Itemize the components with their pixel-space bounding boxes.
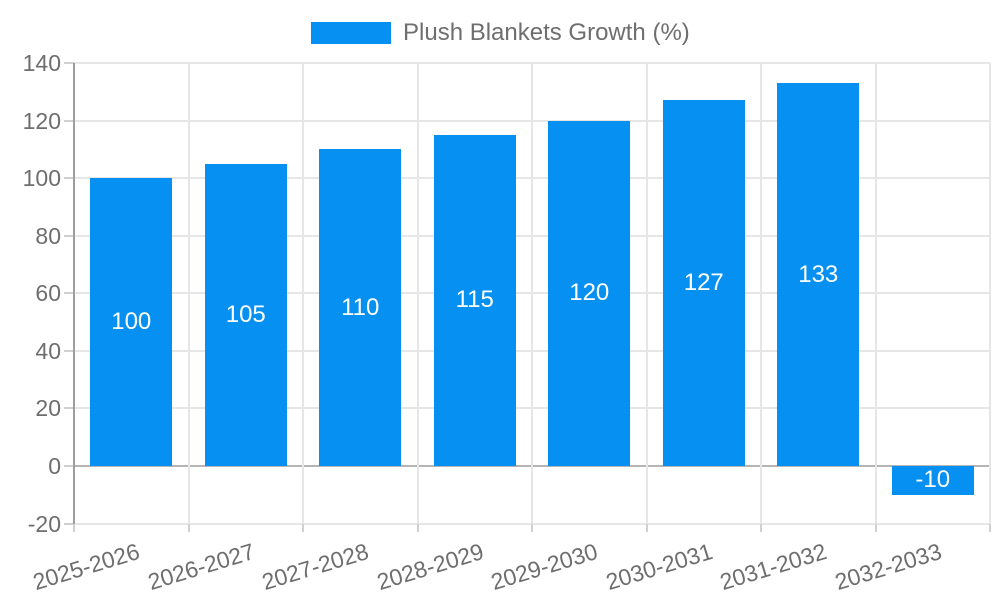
y-tick-mark (64, 349, 74, 352)
bar-value-label: 110 (341, 293, 380, 321)
y-tick-label: 120 (22, 107, 61, 134)
x-tick-mark (531, 523, 533, 532)
legend-label: Plush Blankets Growth (%) (403, 19, 690, 46)
x-tick-label: 2025-2026 (30, 538, 143, 596)
y-tick-label: 140 (22, 50, 61, 76)
x-gridline (302, 63, 304, 524)
bar[interactable] (548, 120, 631, 466)
x-tick-label: 2026-2027 (144, 538, 258, 596)
y-tick-label: -20 (27, 510, 61, 537)
y-tick-mark (64, 407, 74, 410)
bar[interactable] (891, 466, 974, 495)
y-tick-mark (64, 177, 74, 180)
y-tick-mark (64, 62, 74, 64)
legend-color-swatch (311, 22, 391, 44)
bar[interactable] (204, 163, 287, 466)
x-tick-label: 2027-2028 (259, 538, 372, 596)
x-gridline (760, 63, 762, 524)
x-tick-label: 2032-2033 (831, 538, 945, 596)
y-tick-mark (64, 465, 74, 467)
chart-legend[interactable]: Plush Blankets Growth (%) (311, 20, 690, 46)
y-tick-mark (64, 234, 74, 237)
x-tick-mark (874, 523, 877, 532)
x-tick-label: 2029-2030 (488, 538, 601, 596)
y-tick-label: 100 (22, 165, 61, 192)
bar[interactable] (319, 149, 402, 466)
bar-value-label: 100 (111, 308, 152, 336)
x-gridline (531, 63, 533, 524)
x-tick-mark (760, 523, 762, 532)
x-gridline (416, 63, 419, 524)
x-tick-mark (989, 523, 991, 532)
bar[interactable] (777, 83, 860, 466)
x-tick-label: 2028-2029 (373, 538, 487, 596)
x-tick-mark (187, 523, 190, 532)
bar-value-label: 127 (683, 269, 724, 297)
x-tick-label: 2030-2031 (602, 538, 716, 596)
y-tick-mark (64, 119, 74, 122)
x-gridline (645, 63, 648, 524)
x-gridline (874, 63, 877, 524)
bar[interactable] (433, 134, 516, 466)
bar[interactable] (662, 100, 745, 466)
y-tick-label: 40 (35, 337, 61, 364)
x-gridline (989, 63, 991, 524)
x-tick-mark (302, 523, 304, 532)
y-tick-mark (64, 522, 74, 525)
x-gridline (187, 63, 190, 524)
bar-value-label: 115 (455, 286, 494, 314)
bar-value-label: 105 (225, 300, 266, 328)
x-tick-label: 2031-2032 (717, 538, 830, 596)
y-tick-label: 80 (35, 222, 61, 249)
y-tick-label: 20 (35, 395, 61, 422)
y-tick-label: 0 (48, 453, 61, 479)
y-tick-label: 60 (35, 280, 61, 307)
bar-value-label: 120 (569, 279, 610, 307)
bar[interactable] (90, 178, 173, 466)
bar-value-label: 133 (798, 260, 839, 288)
x-tick-mark (73, 523, 75, 532)
bar-value-label: -10 (915, 466, 951, 494)
x-tick-mark (645, 523, 648, 532)
y-axis-line (73, 63, 75, 524)
x-tick-mark (416, 523, 419, 532)
y-tick-mark (64, 292, 74, 295)
